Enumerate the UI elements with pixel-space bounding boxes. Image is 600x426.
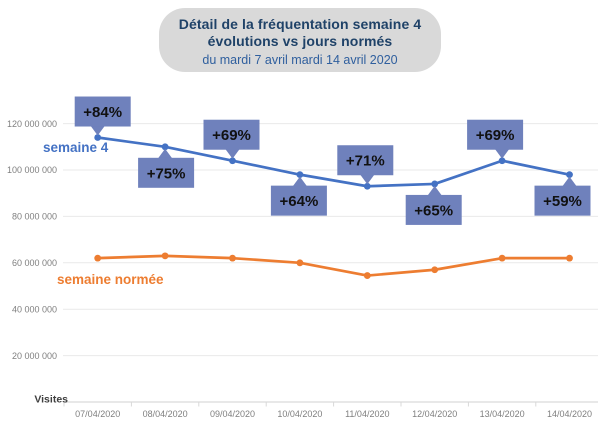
callout-label: +84% [83, 104, 122, 121]
chart-title-line2: évolutions vs jours normés [207, 32, 393, 49]
callout-box [270, 185, 327, 216]
callout-label: +69% [212, 127, 251, 144]
data-point [229, 254, 236, 262]
callout-pointer [292, 176, 307, 187]
callout-box [74, 96, 131, 127]
x-axis-label: 13/04/2020 [480, 409, 525, 419]
series-label-semaine-normee: semaine normée [57, 272, 164, 287]
callout-label: +71% [346, 153, 385, 170]
data-point [498, 254, 506, 262]
data-point [566, 171, 573, 179]
series-label-semaine-4: semaine 4 [43, 140, 109, 155]
callout-box [138, 157, 195, 188]
callout-box [337, 145, 394, 176]
callout-box [534, 185, 591, 216]
data-point [161, 143, 169, 151]
callout-label: +64% [280, 193, 319, 210]
series-line-0 [96, 136, 571, 188]
x-axis-label: 08/04/2020 [143, 409, 188, 419]
x-axis-label: 09/04/2020 [210, 409, 255, 419]
chart-subtitle: du mardi 7 avril mardi 14 avril 2020 [202, 53, 398, 67]
callout-label: +69% [476, 127, 515, 144]
data-point [161, 252, 169, 260]
x-axis-label: 12/04/2020 [412, 409, 457, 419]
callout-pointer [427, 185, 442, 196]
callout-box [467, 119, 524, 150]
callout-box [203, 119, 260, 150]
y-axis-tick-label: 80 000 000 [12, 212, 57, 222]
callout-pointer [562, 176, 577, 187]
data-point [498, 157, 506, 165]
callout-label: +75% [147, 165, 186, 182]
y-axis-title: Visites [34, 394, 68, 406]
callout-label: +65% [414, 202, 453, 219]
series-line-1 [96, 254, 571, 277]
data-point [431, 266, 439, 274]
x-axis-label: 10/04/2020 [277, 409, 322, 419]
data-point [94, 254, 102, 262]
y-axis-tick-label: 60 000 000 [12, 258, 57, 268]
y-axis-tick-label: 100 000 000 [7, 165, 57, 175]
callout-pointer [225, 149, 240, 159]
x-axis-label: 11/04/2020 [345, 409, 389, 419]
y-axis-tick-label: 20 000 000 [12, 351, 57, 361]
data-point [431, 180, 439, 188]
callout-label: +59% [543, 193, 582, 210]
data-point [94, 134, 102, 141]
data-point [296, 259, 304, 267]
callout-box [405, 194, 462, 225]
callout-pointer [90, 126, 105, 136]
callout-pointer [158, 148, 173, 159]
chart-title-line1: Détail de la fréquentation semaine 4 [178, 16, 422, 32]
x-axis-label: 07/04/2020 [75, 409, 120, 419]
data-point [363, 182, 371, 190]
data-point [229, 157, 236, 165]
callout-pointer [360, 174, 375, 185]
data-point [296, 171, 304, 179]
chart-title-card: Détail de la fréquentation semaine 4 évo… [159, 8, 441, 72]
x-axis-label: 14/04/2020 [547, 409, 592, 419]
data-point [566, 254, 573, 262]
callout-pointer [495, 149, 510, 159]
y-axis-tick-label: 120 000 000 [7, 119, 57, 129]
y-axis-tick-label: 40 000 000 [12, 304, 57, 314]
data-point [363, 272, 371, 279]
